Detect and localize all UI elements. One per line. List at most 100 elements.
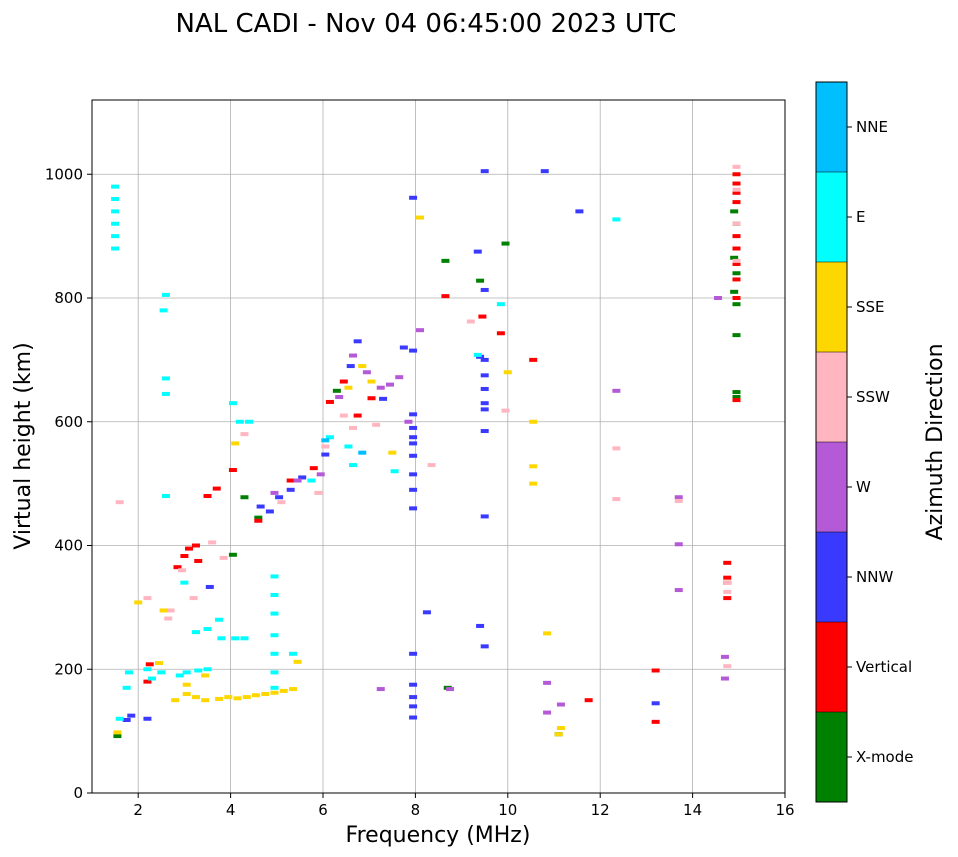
data-point: [212, 486, 221, 491]
data-point: [344, 444, 353, 449]
data-point: [416, 328, 425, 333]
data-point: [730, 255, 739, 260]
data-point: [288, 651, 297, 656]
data-point: [215, 617, 224, 622]
data-point: [723, 664, 732, 669]
data-point: [372, 422, 381, 427]
data-point: [723, 589, 732, 594]
data-point: [252, 693, 261, 698]
data-point: [409, 195, 418, 200]
data-point: [148, 676, 157, 681]
data-point: [346, 364, 355, 369]
plot-background: [92, 100, 785, 793]
colorbar-label: SSW: [856, 388, 890, 406]
data-point: [145, 662, 154, 667]
chart-title: NAL CADI - Nov 04 06:45:00 2023 UTC: [176, 9, 677, 39]
data-point: [349, 463, 358, 468]
x-tick-label: 6: [318, 801, 328, 819]
data-point: [480, 514, 489, 519]
data-point: [529, 357, 538, 362]
data-point: [732, 172, 741, 177]
data-point: [270, 490, 279, 495]
colorbar-labels: X-mode Vertical NNW W SSW SSE E NNE: [847, 118, 913, 766]
data-point: [409, 348, 418, 353]
data-point: [358, 450, 367, 455]
data-point: [732, 261, 741, 266]
data-point: [134, 600, 143, 605]
colorbar-segment-vertical: [816, 622, 847, 712]
data-point: [309, 466, 318, 471]
colorbar-segment-sse: [816, 262, 847, 352]
data-point: [476, 278, 485, 283]
data-point: [270, 611, 279, 616]
data-point: [480, 429, 489, 434]
data-point: [543, 680, 552, 685]
data-point: [335, 395, 344, 399]
data-point: [732, 296, 741, 300]
data-point: [115, 716, 124, 721]
data-point: [154, 661, 163, 666]
data-point: [219, 555, 228, 560]
data-point: [409, 472, 418, 477]
data-point: [480, 357, 489, 362]
data-point: [554, 732, 563, 737]
x-tick-label: 16: [775, 801, 794, 819]
data-point: [367, 396, 376, 401]
data-point: [529, 419, 538, 424]
data-point: [228, 401, 237, 406]
azimuth-colorbar: X-mode Vertical NNW W SSW SSE E NNE Azimuth Dir…: [815, 81, 948, 803]
data-point: [674, 498, 683, 503]
x-axis-ticks: 2 4 6 8 10 12 14 16: [133, 793, 795, 819]
data-point: [385, 382, 394, 387]
data-point: [409, 695, 418, 700]
y-axis-label: Virtual height (km): [11, 342, 36, 549]
y-tick-label: 0: [73, 784, 83, 802]
data-point: [416, 215, 425, 220]
data-point: [353, 339, 362, 344]
data-point: [496, 302, 505, 307]
data-point: [720, 654, 729, 659]
data-point: [543, 710, 552, 715]
data-point: [224, 695, 233, 700]
data-point: [732, 398, 741, 403]
colorbar-label: SSE: [856, 298, 885, 316]
data-point: [321, 438, 330, 443]
data-point: [473, 352, 482, 357]
data-point: [353, 413, 362, 418]
colorbar-label: NNE: [856, 118, 888, 136]
colorbar-segment-w: [816, 442, 847, 532]
series-nne: [321, 438, 367, 455]
colorbar-segment-ssw: [816, 352, 847, 442]
data-point: [235, 419, 244, 424]
colorbar-label: Vertical: [856, 658, 912, 676]
data-point: [651, 668, 660, 673]
data-point: [157, 670, 166, 675]
data-point: [159, 308, 168, 313]
data-point: [231, 441, 240, 446]
data-point: [201, 673, 210, 678]
data-point: [321, 452, 330, 457]
data-point: [344, 385, 353, 390]
data-point: [270, 670, 279, 675]
colorbar-label: NNW: [856, 568, 893, 586]
data-point: [409, 453, 418, 458]
data-point: [388, 450, 397, 455]
data-point: [339, 413, 348, 418]
data-point: [409, 651, 418, 656]
data-point: [254, 515, 263, 520]
data-point: [473, 249, 482, 254]
colorbar-frame: [815, 81, 848, 803]
data-point: [732, 333, 741, 338]
data-point: [501, 408, 510, 413]
data-point: [314, 490, 323, 495]
data-point: [242, 695, 251, 700]
data-point: [182, 670, 191, 675]
data-point: [332, 388, 341, 393]
data-point: [409, 435, 418, 440]
data-point: [261, 692, 270, 696]
data-point: [325, 399, 334, 404]
data-point: [203, 667, 212, 672]
data-point: [723, 560, 732, 565]
data-point: [404, 419, 413, 424]
data-point: [173, 565, 182, 570]
